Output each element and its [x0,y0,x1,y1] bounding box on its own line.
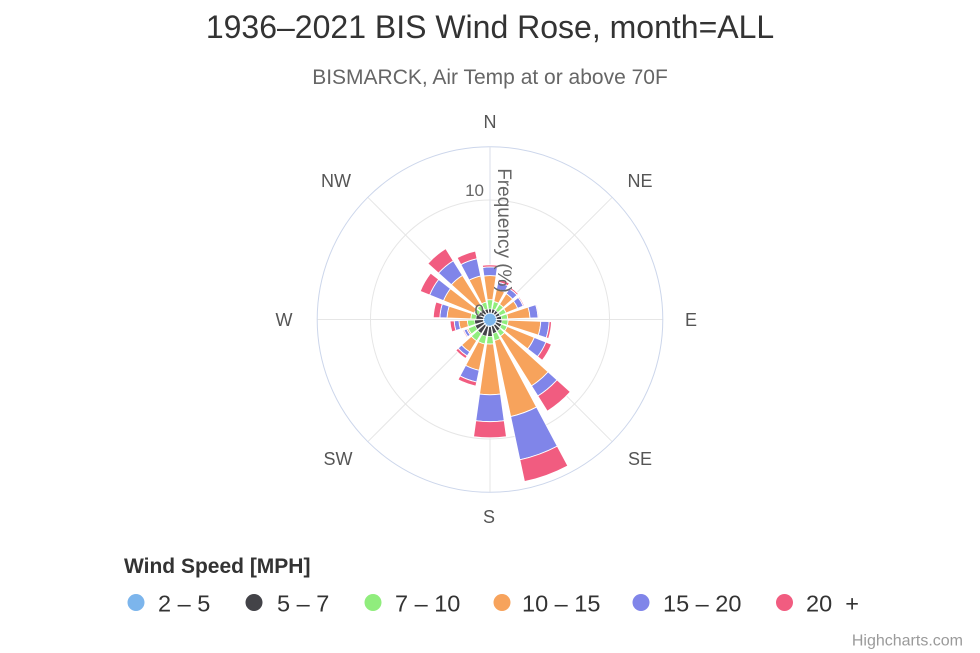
svg-text:2 – 5: 2 – 5 [158,591,210,617]
svg-text:NE: NE [627,171,652,191]
svg-text:10 – 15: 10 – 15 [522,591,600,617]
svg-text:Wind Speed [MPH]: Wind Speed [MPH] [124,555,310,578]
svg-text:SW: SW [324,449,353,469]
svg-text:0: 0 [475,301,484,320]
svg-text:E: E [685,310,697,330]
svg-text:7 – 10: 7 – 10 [395,591,460,617]
svg-text:20 +: 20 + [806,591,859,617]
svg-text:1936–2021 BIS Wind Rose, month: 1936–2021 BIS Wind Rose, month=ALL [206,9,774,45]
svg-text:SE: SE [628,449,652,469]
svg-text:NW: NW [321,171,351,191]
svg-text:S: S [483,507,495,527]
svg-text:Frequency (%): Frequency (%) [493,168,514,293]
svg-text:10: 10 [465,181,484,200]
svg-text:15 – 20: 15 – 20 [663,591,741,617]
svg-text:BISMARCK, Air Temp at or above: BISMARCK, Air Temp at or above 70F [312,66,668,89]
svg-text:N: N [484,112,497,132]
svg-text:Highcharts.com: Highcharts.com [852,633,963,650]
svg-text:W: W [276,310,293,330]
svg-text:5 – 7: 5 – 7 [277,591,329,617]
